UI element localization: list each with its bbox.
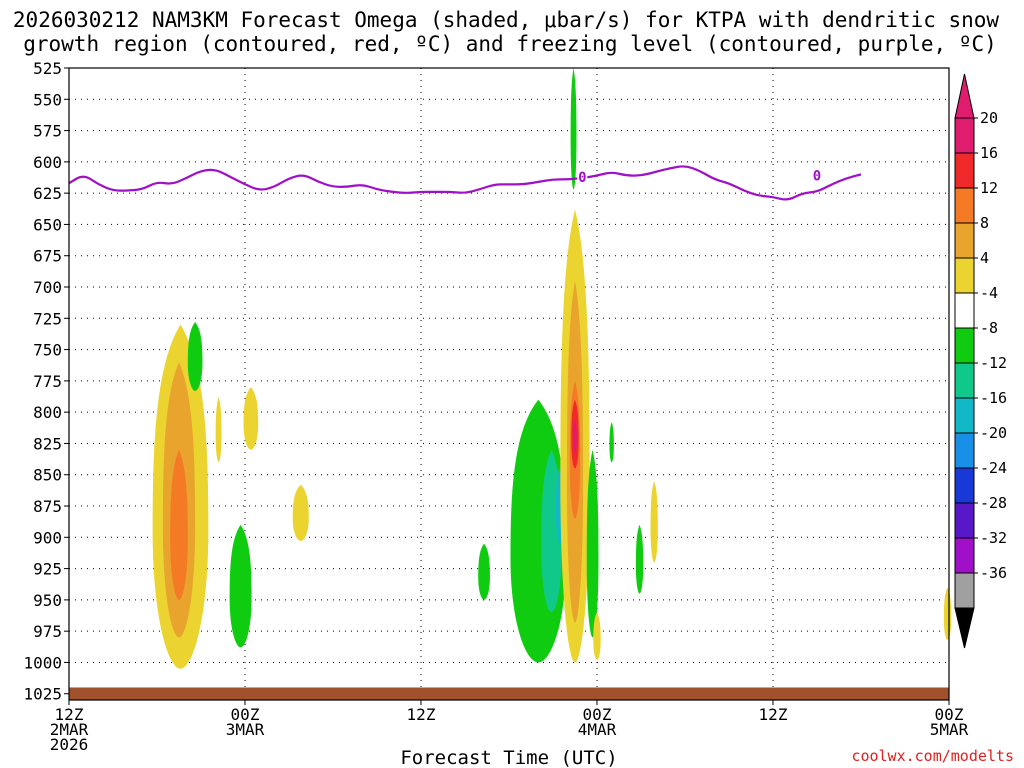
plot-frame (68, 67, 950, 701)
contour-label-bg (812, 167, 822, 184)
surface-ground (69, 687, 949, 700)
omega-region (187, 322, 203, 391)
colorbar-label: 12 (980, 179, 998, 197)
chart-title-line1: 2026030212 NAM3KM Forecast Omega (shaded… (13, 8, 1000, 32)
colorbar-swatch (954, 467, 975, 504)
colorbar-label: -28 (980, 494, 1007, 512)
x-tick-label: 4MAR (578, 720, 617, 739)
colorbar-label: -16 (980, 389, 1007, 407)
omega-region (593, 612, 601, 660)
colorbar-swatch (954, 397, 975, 434)
colorbar-label: -36 (980, 564, 1007, 582)
x-tick-label: 5MAR (930, 720, 969, 739)
omega-region (478, 543, 490, 600)
y-tick-label: 700 (33, 278, 62, 297)
x-axis-label: Forecast Time (UTC) (400, 747, 617, 768)
y-tick-label: 875 (33, 497, 62, 516)
colorbar-top-arrow (954, 73, 975, 119)
omega-shaded-regions (152, 68, 952, 669)
colorbar-swatch (954, 432, 975, 469)
colorbar-swatch (954, 572, 975, 609)
omega-region (170, 449, 188, 600)
colorbar-label: 20 (980, 109, 998, 127)
colorbar-label: -32 (980, 529, 1007, 547)
x-tick-label: 00Z (583, 705, 612, 724)
chart-title-line2: growth region (contoured, red, ºC) and f… (23, 32, 997, 56)
colorbar-label: 8 (980, 214, 989, 232)
y-tick-label: 800 (33, 403, 62, 422)
freezing-level-label: 0 (578, 170, 586, 186)
colorbar-label: -8 (980, 319, 998, 337)
omega-region (570, 68, 577, 190)
omega-region (243, 387, 259, 450)
colorbar-swatch (954, 222, 975, 259)
colorbar-swatch (954, 257, 975, 294)
omega-region (573, 418, 577, 454)
omega-region (215, 397, 222, 463)
omega-region (943, 587, 952, 640)
y-tick-label: 675 (33, 247, 62, 266)
colorbar-swatch (954, 502, 975, 539)
colorbar-swatch (954, 292, 975, 329)
colorbar-swatch (954, 537, 975, 574)
x-tick-label: 12Z (759, 705, 788, 724)
y-tick-label: 850 (33, 466, 62, 485)
x-tick-label: 00Z (231, 705, 260, 724)
colorbar-label: -4 (980, 284, 998, 302)
omega-region (229, 524, 252, 648)
y-tick-label: 750 (33, 341, 62, 360)
x-tick-label: 3MAR (226, 720, 265, 739)
y-tick-label: 1025 (23, 685, 62, 704)
omega-region (609, 422, 614, 463)
y-tick-label: 1000 (23, 653, 62, 672)
y-tick-label: 625 (33, 184, 62, 203)
y-tick-label: 900 (33, 528, 62, 547)
x-tick-label: 2026 (50, 735, 89, 754)
y-tick-label: 975 (33, 622, 62, 641)
omega-region (635, 524, 644, 594)
omega-region (292, 484, 309, 542)
colorbar-swatch (954, 187, 975, 224)
omega-region (586, 449, 599, 638)
credit-link[interactable]: coolwx.com/modelts (851, 747, 1014, 765)
surface-band (69, 687, 949, 700)
y-tick-label: 725 (33, 309, 62, 328)
y-tick-label: 825 (33, 434, 62, 453)
colorbar-swatch (954, 362, 975, 399)
y-tick-label: 650 (33, 215, 62, 234)
colorbar: 20 16 12 8 4 -4 -8 -12 -16 -20 -24 -28 -32 -36 (954, 73, 1007, 649)
x-tick-label: 00Z (935, 705, 964, 724)
colorbar-label: 16 (980, 144, 998, 162)
freezing-level-line (68, 165, 862, 201)
colorbar-swatch (954, 152, 975, 189)
x-tick-label: 12Z (407, 705, 436, 724)
y-axis-ticks: 525 550 575 600 625 650 675 700 725 750 775 800 825 8… (23, 59, 69, 704)
colorbar-label: -12 (980, 354, 1007, 372)
colorbar-swatch (954, 327, 975, 364)
colorbar-label: -20 (980, 424, 1007, 442)
colorbar-bottom-arrow (954, 607, 975, 649)
y-tick-label: 575 (33, 122, 62, 141)
y-tick-label: 925 (33, 560, 62, 579)
y-tick-label: 775 (33, 372, 62, 391)
colorbar-label: -24 (980, 459, 1007, 477)
x-tick-label: 12Z (55, 705, 84, 724)
x-tick-label: 2MAR (50, 720, 89, 739)
y-tick-label: 550 (33, 90, 62, 109)
colorbar-swatch (954, 117, 975, 154)
contour-label-bg (577, 168, 588, 185)
y-tick-label: 525 (33, 59, 62, 78)
y-tick-label: 950 (33, 591, 62, 610)
y-tick-label: 600 (33, 153, 62, 172)
omega-region (650, 480, 658, 563)
colorbar-label: 4 (980, 249, 989, 267)
freezing-level-label: 0 (813, 169, 821, 185)
